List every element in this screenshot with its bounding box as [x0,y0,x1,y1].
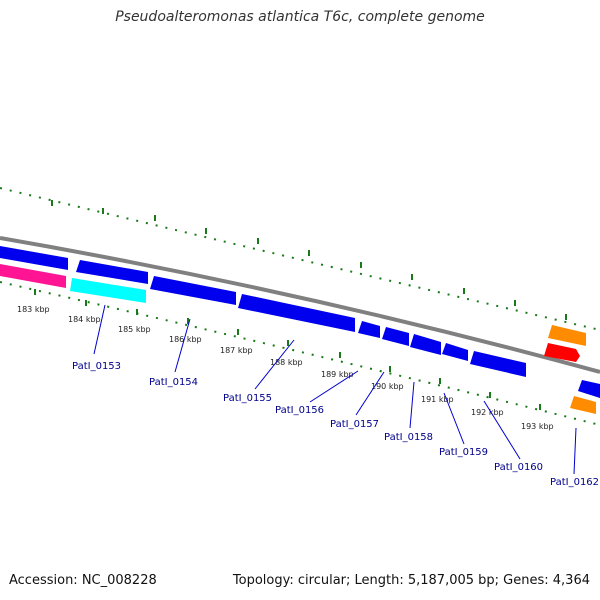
locus-tag: PatI_0156 [275,405,324,416]
kbp-label: 189 kbp [321,370,354,379]
locus-tags: PatI_0153 PatI_0154 PatI_0155 PatI_0156 … [72,361,599,488]
kbp-label: 183 kbp [17,305,50,314]
kbp-label: 185 kbp [118,325,151,334]
kbp-label: 186 kbp [169,335,202,344]
genome-summary: Topology: circular; Length: 5,187,005 bp… [232,573,590,588]
locus-tag: PatI_0157 [330,419,379,430]
cds-arrow [470,351,526,377]
cds-arrow [442,343,468,361]
kbp-label: 184 kbp [68,315,101,324]
cds-arrow [76,260,148,284]
cds-magenta [0,264,66,288]
cds-arrow [410,334,441,355]
kbp-label: 193 kbp [521,422,554,431]
locus-tag: PatI_0160 [494,462,543,473]
inner-tick-ring [0,281,600,426]
kbp-label: 187 kbp [220,346,253,355]
cds-arrow [238,294,355,332]
locus-tag: PatI_0159 [439,447,488,458]
cds-features [0,246,600,414]
kbp-label: 192 kbp [471,408,504,417]
cds-arrow [358,321,380,338]
cds-cyan [70,278,146,303]
locus-tag: PatI_0155 [223,393,272,404]
kbp-labels: 183 kbp 184 kbp 185 kbp 186 kbp 187 kbp … [17,305,554,431]
inner-major-ticks [34,289,541,410]
kbp-label: 190 kbp [371,382,404,391]
cds-arrow [150,276,236,305]
locus-tag: PatI_0153 [72,361,121,372]
cds-orange [570,396,596,414]
genome-backbone [0,236,600,374]
cds-arrow [0,246,68,270]
cds-arrow [578,380,600,398]
cds-orange [548,325,586,346]
outer-tick-ring [0,187,600,331]
outer-major-ticks [51,200,567,320]
accession-label: Accession: NC_008228 [9,573,157,588]
locus-tag: PatI_0154 [149,377,198,388]
locus-leader-lines [93,304,577,475]
kbp-label: 188 kbp [270,358,303,367]
cds-arrow [382,327,409,346]
locus-tag: PatI_0158 [384,432,433,443]
kbp-label: 191 kbp [421,395,454,404]
map-title: Pseudoalteromonas atlantica T6c, complet… [115,9,485,25]
locus-tag: PatI_0162 [550,477,599,488]
cds-red [544,343,580,362]
